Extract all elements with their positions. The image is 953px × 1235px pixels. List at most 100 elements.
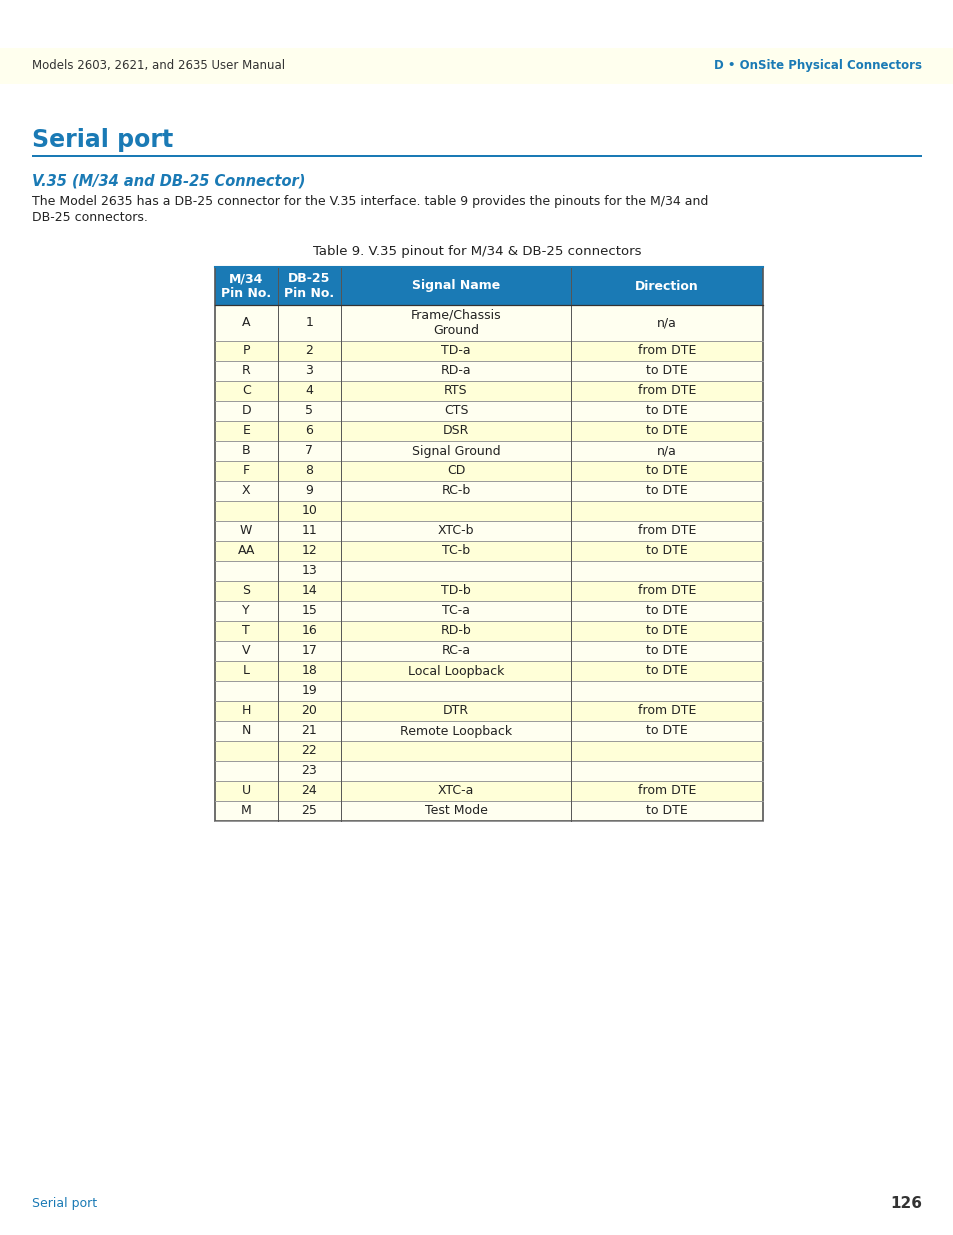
Text: XTC-a: XTC-a <box>437 784 474 798</box>
Text: 12: 12 <box>301 545 316 557</box>
Text: C: C <box>241 384 251 398</box>
Bar <box>214 580 762 601</box>
Text: TC-a: TC-a <box>441 604 470 618</box>
Text: The Model 2635 has a DB-25 connector for the V.35 interface. table 9 provides th: The Model 2635 has a DB-25 connector for… <box>32 195 708 207</box>
Text: DB-25
Pin No.: DB-25 Pin No. <box>284 272 334 300</box>
Text: N: N <box>241 725 251 737</box>
Text: CTS: CTS <box>443 405 468 417</box>
Text: V.35 (M/34 and DB-25 Connector): V.35 (M/34 and DB-25 Connector) <box>32 173 305 188</box>
Text: Direction: Direction <box>635 279 699 293</box>
Text: from DTE: from DTE <box>638 384 696 398</box>
Bar <box>214 421 762 441</box>
Text: AA: AA <box>237 545 254 557</box>
Text: from DTE: from DTE <box>638 584 696 598</box>
Text: 126: 126 <box>889 1195 921 1210</box>
Text: TC-b: TC-b <box>441 545 470 557</box>
Text: Table 9. V.35 pinout for M/34 & DB-25 connectors: Table 9. V.35 pinout for M/34 & DB-25 co… <box>313 245 640 258</box>
Text: Frame/Chassis
Ground: Frame/Chassis Ground <box>411 309 500 337</box>
Text: W: W <box>240 525 253 537</box>
Text: H: H <box>241 704 251 718</box>
Text: to DTE: to DTE <box>645 725 687 737</box>
Text: TD-a: TD-a <box>440 345 471 357</box>
Text: 23: 23 <box>301 764 316 778</box>
Text: 17: 17 <box>301 645 317 657</box>
Text: D: D <box>241 405 251 417</box>
Text: to DTE: to DTE <box>645 484 687 498</box>
Bar <box>214 480 762 501</box>
Text: to DTE: to DTE <box>645 625 687 637</box>
Text: 20: 20 <box>301 704 317 718</box>
Text: 11: 11 <box>301 525 316 537</box>
Text: F: F <box>242 464 250 478</box>
Text: 1: 1 <box>305 316 313 330</box>
Text: 13: 13 <box>301 564 316 578</box>
Text: D • OnSite Physical Connectors: D • OnSite Physical Connectors <box>713 59 921 73</box>
Bar <box>214 621 762 641</box>
Text: from DTE: from DTE <box>638 345 696 357</box>
Text: DTR: DTR <box>442 704 469 718</box>
Text: 3: 3 <box>305 364 313 378</box>
Text: Local Loopback: Local Loopback <box>407 664 504 678</box>
Text: Serial port: Serial port <box>32 128 173 152</box>
Text: 2: 2 <box>305 345 313 357</box>
Text: RC-a: RC-a <box>441 645 470 657</box>
Text: X: X <box>242 484 251 498</box>
Text: V: V <box>242 645 251 657</box>
Bar <box>214 561 762 580</box>
Bar <box>214 305 762 341</box>
Text: S: S <box>242 584 250 598</box>
Text: DSR: DSR <box>442 425 469 437</box>
Bar <box>214 441 762 461</box>
Text: B: B <box>242 445 251 457</box>
Bar <box>214 461 762 480</box>
Text: 15: 15 <box>301 604 317 618</box>
Text: Models 2603, 2621, and 2635 User Manual: Models 2603, 2621, and 2635 User Manual <box>32 59 285 73</box>
Bar <box>214 761 762 781</box>
Text: Signal Ground: Signal Ground <box>412 445 499 457</box>
Text: to DTE: to DTE <box>645 425 687 437</box>
Text: to DTE: to DTE <box>645 464 687 478</box>
Bar <box>214 401 762 421</box>
Text: TD-b: TD-b <box>440 584 471 598</box>
Text: n/a: n/a <box>657 445 677 457</box>
Text: DB-25 connectors.: DB-25 connectors. <box>32 211 148 224</box>
Text: RD-a: RD-a <box>440 364 471 378</box>
Bar <box>214 781 762 802</box>
Text: RC-b: RC-b <box>441 484 470 498</box>
Bar <box>214 741 762 761</box>
Text: Remote Loopback: Remote Loopback <box>399 725 512 737</box>
Text: 10: 10 <box>301 505 317 517</box>
Bar <box>32 156 921 157</box>
Text: 25: 25 <box>301 804 317 818</box>
Bar <box>214 541 762 561</box>
Text: 8: 8 <box>305 464 313 478</box>
Text: 18: 18 <box>301 664 317 678</box>
Text: to DTE: to DTE <box>645 364 687 378</box>
Text: Test Mode: Test Mode <box>424 804 487 818</box>
Bar <box>214 601 762 621</box>
Bar <box>214 521 762 541</box>
Text: RD-b: RD-b <box>440 625 471 637</box>
Text: P: P <box>242 345 250 357</box>
Text: XTC-b: XTC-b <box>437 525 474 537</box>
Bar <box>214 721 762 741</box>
Text: to DTE: to DTE <box>645 604 687 618</box>
Bar <box>214 661 762 680</box>
Text: from DTE: from DTE <box>638 525 696 537</box>
Text: to DTE: to DTE <box>645 804 687 818</box>
Text: Y: Y <box>242 604 250 618</box>
Text: to DTE: to DTE <box>645 664 687 678</box>
Bar <box>214 382 762 401</box>
Text: Signal Name: Signal Name <box>412 279 499 293</box>
Text: to DTE: to DTE <box>645 405 687 417</box>
Bar <box>214 361 762 382</box>
Text: 4: 4 <box>305 384 313 398</box>
Bar <box>214 267 762 821</box>
Text: from DTE: from DTE <box>638 784 696 798</box>
Text: RTS: RTS <box>444 384 467 398</box>
Text: 22: 22 <box>301 745 316 757</box>
Text: to DTE: to DTE <box>645 545 687 557</box>
Bar <box>214 701 762 721</box>
Text: A: A <box>242 316 251 330</box>
Bar <box>214 341 762 361</box>
